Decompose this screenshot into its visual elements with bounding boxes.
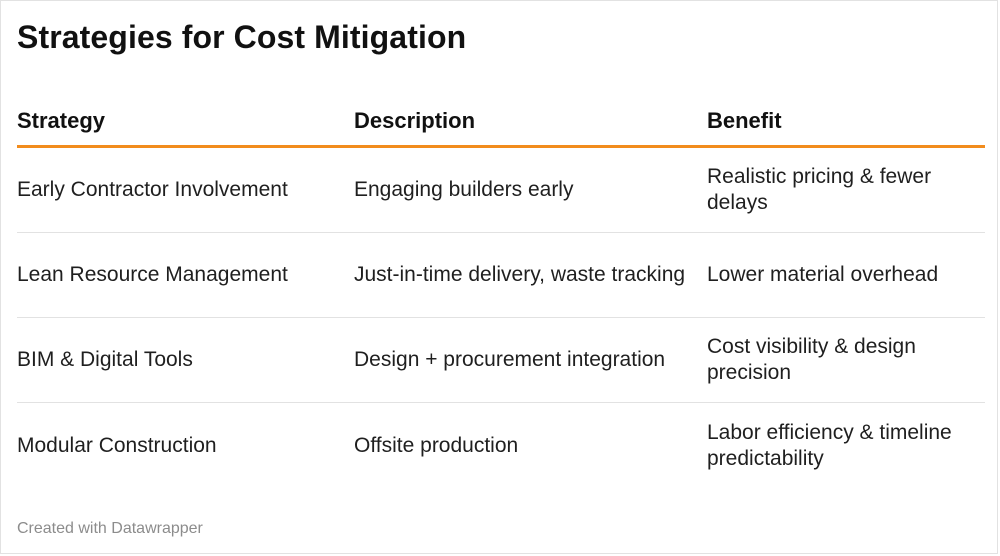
strategy-cell: Modular Construction bbox=[17, 433, 217, 457]
description-cell: Design + procurement integration bbox=[354, 348, 666, 371]
strategy-cell: Lean Resource Management bbox=[17, 263, 288, 286]
description-cell: Offsite production bbox=[354, 433, 519, 457]
description-cell: Engaging builders early bbox=[354, 178, 574, 201]
table-row: Early Contractor Involvement Engaging bu… bbox=[17, 148, 985, 233]
page-title: Strategies for Cost Mitigation bbox=[17, 19, 467, 55]
column-header-strategy: Strategy bbox=[17, 108, 106, 133]
benefit-cell: Realistic pricing & fewer delays bbox=[707, 165, 932, 214]
benefit-cell: Lower material overhead bbox=[707, 263, 939, 286]
table-header: Strategy Description Benefit bbox=[17, 97, 985, 148]
attribution-footer: Created with Datawrapper bbox=[17, 520, 203, 537]
strategy-cell: BIM & Digital Tools bbox=[17, 348, 193, 371]
strategies-table: Strategy Description Benefit Early Contr… bbox=[17, 97, 985, 488]
table-row: BIM & Digital Tools Design + procurement… bbox=[17, 318, 985, 403]
column-header-benefit: Benefit bbox=[707, 108, 782, 133]
table-row: Lean Resource Management Just-in-time de… bbox=[17, 233, 985, 318]
column-header-description: Description bbox=[354, 108, 476, 133]
benefit-cell: Cost visibility & design precision bbox=[707, 335, 916, 384]
benefit-cell: Labor efficiency & timeline predictabili… bbox=[707, 420, 952, 470]
strategy-cell: Early Contractor Involvement bbox=[17, 178, 288, 201]
description-cell: Just-in-time delivery, waste tracking bbox=[354, 263, 686, 286]
table-row: Modular Construction Offsite production … bbox=[17, 403, 985, 488]
